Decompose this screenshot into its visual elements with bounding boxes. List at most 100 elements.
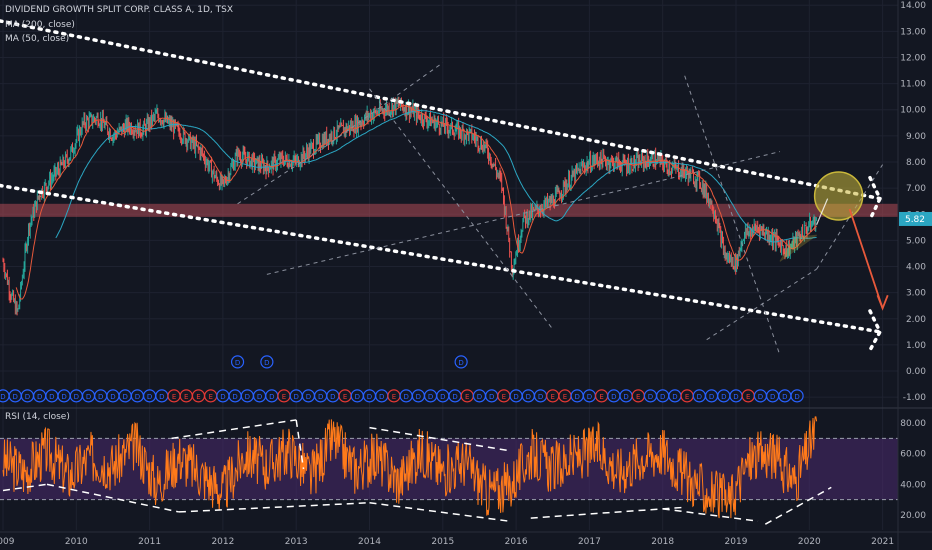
wedge-pattern bbox=[779, 234, 817, 262]
time-tick-label: 2019 bbox=[725, 537, 748, 547]
chart-title: DIVIDEND GROWTH SPLIT CORP. CLASS A, 1D,… bbox=[5, 5, 233, 15]
trend-line bbox=[706, 268, 817, 341]
marker-label: D bbox=[13, 393, 18, 401]
time-tick-label: 2009 bbox=[0, 537, 15, 547]
marker-label: E bbox=[172, 393, 176, 401]
price-tick-label: 2.00 bbox=[906, 315, 926, 325]
last-price-label: 5.82 bbox=[905, 215, 925, 225]
price-tick-label: 8.00 bbox=[906, 158, 926, 168]
marker-label: D bbox=[587, 393, 592, 401]
marker-label: D bbox=[122, 393, 127, 401]
marker-label: E bbox=[599, 393, 603, 401]
time-tick-label: 2021 bbox=[871, 537, 894, 547]
price-tick-label: 12.00 bbox=[900, 53, 926, 63]
marker-label: E bbox=[184, 393, 188, 401]
marker-label: D bbox=[770, 393, 775, 401]
marker-label: D bbox=[269, 393, 274, 401]
marker-label: D bbox=[416, 393, 421, 401]
marker-label: D bbox=[379, 393, 384, 401]
ma200-legend[interactable]: MA (200, close) bbox=[5, 20, 75, 30]
marker-label: D bbox=[147, 393, 152, 401]
marker-label: D bbox=[49, 393, 54, 401]
marker-label: D bbox=[611, 393, 616, 401]
rsi-trend-line bbox=[295, 419, 305, 470]
trend-drawings bbox=[0, 19, 889, 356]
price-tick-label: 3.00 bbox=[906, 289, 926, 299]
price-candles bbox=[2, 96, 818, 316]
price-tick-label: 1.00 bbox=[906, 341, 926, 351]
rsi-tick-label: 80.00 bbox=[900, 419, 926, 429]
marker-label: D bbox=[623, 393, 628, 401]
rsi-pane bbox=[0, 407, 932, 525]
rsi-trend-line bbox=[46, 483, 180, 513]
price-tick-label: 7.00 bbox=[906, 184, 926, 194]
marker-label: D bbox=[220, 393, 225, 401]
price-tick-label: 4.00 bbox=[906, 263, 926, 273]
marker-label: D bbox=[697, 393, 702, 401]
rsi-line bbox=[2, 416, 818, 519]
rsi-trend-line bbox=[171, 419, 297, 440]
upper-channel-arrow bbox=[868, 175, 882, 222]
marker-label: D bbox=[709, 393, 714, 401]
marker-label: D bbox=[159, 393, 164, 401]
marker-label: D bbox=[477, 393, 482, 401]
ma200-line bbox=[55, 109, 817, 243]
marker-label: D bbox=[526, 393, 531, 401]
moving-averages bbox=[15, 104, 818, 300]
marker-label: D bbox=[513, 393, 518, 401]
marker-label: D bbox=[458, 359, 463, 367]
marker-label: D bbox=[257, 393, 262, 401]
marker-label: D bbox=[245, 393, 250, 401]
upper-channel-line bbox=[0, 19, 882, 201]
trend-line bbox=[325, 62, 444, 147]
rsi-tick-label: 20.00 bbox=[900, 511, 926, 521]
time-tick-label: 2017 bbox=[578, 537, 601, 547]
lower-channel-arrow bbox=[868, 309, 882, 352]
time-tick-label: 2015 bbox=[431, 537, 454, 547]
marker-label: D bbox=[782, 393, 787, 401]
marker-label: D bbox=[61, 393, 66, 401]
marker-label: D bbox=[574, 393, 579, 401]
marker-label: D bbox=[733, 393, 738, 401]
time-tick-label: 2018 bbox=[651, 537, 674, 547]
time-tick-label: 2016 bbox=[505, 537, 528, 547]
trend-line bbox=[237, 145, 326, 205]
time-tick-label: 2020 bbox=[798, 537, 821, 547]
marker-label: D bbox=[318, 393, 323, 401]
time-tick-label: 2014 bbox=[358, 537, 381, 547]
rsi-legend[interactable]: RSI (14, close) bbox=[5, 412, 70, 422]
time-tick-label: 2013 bbox=[285, 537, 308, 547]
resistance-zone bbox=[0, 203, 898, 217]
time-tick-label: 2010 bbox=[65, 537, 88, 547]
marker-label: D bbox=[428, 393, 433, 401]
marker-label: E bbox=[563, 393, 567, 401]
marker-label: D bbox=[403, 393, 408, 401]
price-tick-label: 13.00 bbox=[900, 27, 926, 37]
dividend-marker bbox=[790, 389, 804, 403]
marker-label: D bbox=[440, 393, 445, 401]
marker-label: E bbox=[196, 393, 200, 401]
marker-label: E bbox=[208, 393, 212, 401]
dividend-marker bbox=[454, 355, 468, 369]
price-tick-label: 10.00 bbox=[900, 106, 926, 116]
marker-label: D bbox=[98, 393, 103, 401]
trend-line bbox=[369, 88, 554, 330]
marker-label: D bbox=[367, 393, 372, 401]
marker-label: D bbox=[648, 393, 653, 401]
marker-label: E bbox=[685, 393, 689, 401]
forecast-arrow bbox=[848, 208, 884, 309]
marker-label: D bbox=[86, 393, 91, 401]
marker-label: E bbox=[343, 393, 347, 401]
ma50-line bbox=[15, 104, 818, 300]
price-tick-label: 9.00 bbox=[906, 132, 926, 142]
resistance-band bbox=[0, 203, 898, 217]
ma50-legend[interactable]: MA (50, close) bbox=[5, 34, 70, 44]
marker-label: D bbox=[355, 393, 360, 401]
marker-label: D bbox=[135, 393, 140, 401]
trend-line bbox=[266, 179, 663, 275]
marker-label: D bbox=[660, 393, 665, 401]
marker-label: E bbox=[746, 393, 750, 401]
